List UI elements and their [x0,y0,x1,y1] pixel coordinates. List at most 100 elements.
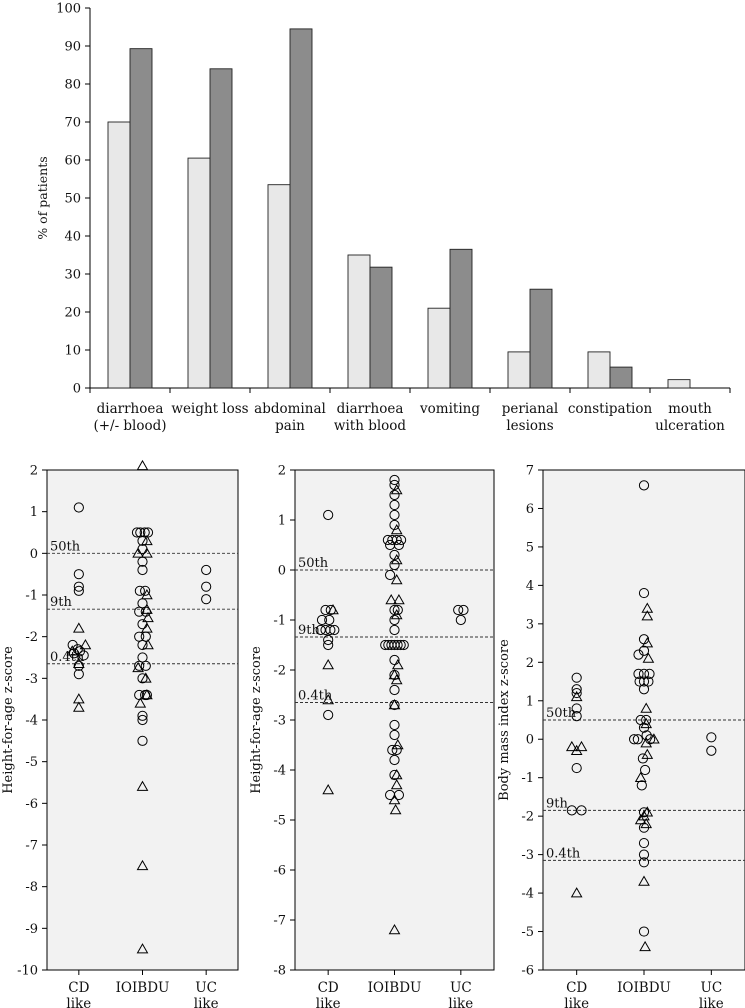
triangle-point [388,923,401,935]
y-tick-label: -8 [273,964,286,979]
bar-dark [449,248,473,389]
triangle-point [322,693,335,705]
circle-point [137,564,148,576]
y-tick-label: 30 [64,268,81,283]
triangle-point [322,658,335,670]
group-label: CD [68,980,89,996]
category-label: with blood [334,418,406,434]
y-tick-label: 3 [526,617,534,632]
circle-point [638,480,650,491]
circle-point [325,624,336,636]
bar-dark [609,366,633,389]
category-label: constipation [568,401,653,417]
circle-point [571,762,582,774]
circle-point [385,569,396,581]
triangle-point [634,813,647,825]
category-label: diarrhoea [337,401,404,417]
y-tick-label: 20 [64,306,81,321]
circle-point [137,714,148,726]
triangle-point [141,547,153,558]
category-label: diarrhoea [97,401,164,417]
circle-point [387,744,398,756]
percentile-label: 50th [546,706,577,721]
circle-point [316,614,328,626]
y-tick-label: -4 [273,764,286,779]
y-tick-label: 50 [64,192,81,207]
group-label: IOIBDU [368,980,422,996]
circle-point [140,660,151,671]
triangle-point [390,483,403,495]
percentile-label: 9th [546,796,568,811]
y-tick-label: 80 [64,78,81,93]
circle-point [638,837,650,849]
circle-point [571,687,582,699]
bar-light [107,121,131,389]
bar-dark [209,68,233,389]
y-tick-label: -10 [17,964,38,979]
circle-point [73,502,84,513]
circle-point [455,614,466,626]
circle-point [323,639,334,651]
circle-point [398,639,409,651]
circle-point [323,709,334,721]
circle-point [458,604,469,616]
group-label: like [316,996,341,1008]
bar-dark [529,288,553,389]
circle-point [641,714,652,726]
bar-light [427,307,451,389]
circle-point [73,581,84,592]
triangle-point [79,638,92,650]
y-tick-label: -9 [25,922,38,937]
y-tick-label: -1 [25,589,38,604]
triangle-point [141,588,153,600]
circle-point [73,569,84,580]
group-label: UC [195,980,217,996]
circle-point [395,639,406,651]
triangle-point [640,817,653,829]
y-tick-label: -4 [25,714,38,729]
triangle-point [141,622,153,633]
circle-point [140,585,151,596]
triangle-point [638,875,650,886]
y-tick-label: 40 [64,230,81,245]
group-label: CD [566,980,587,996]
circle-point [389,719,400,731]
circle-point [201,594,212,605]
y-tick-label: 2 [278,464,286,479]
triangle-point [132,661,144,673]
triangle-point [132,547,144,558]
y-tick-label: -3 [273,714,286,729]
y-axis-title: Height-for-age z-score [1,646,16,794]
circle-point [78,650,89,661]
circle-point [643,676,654,687]
circle-point [134,585,145,596]
triangle-point [648,733,660,744]
triangle-point [66,645,79,656]
y-tick-label: 0 [73,382,81,397]
triangle-point [134,697,147,708]
bar-light [507,351,531,389]
category-label: abdominal [254,401,326,417]
y-tick-label: 1 [30,505,38,520]
y-tick-label: -1 [273,614,286,629]
circle-point [389,614,400,626]
y-tick-label: 10 [64,344,81,359]
group-label: IOIBDU [617,980,671,996]
circle-point [638,849,650,860]
percentile-label: 50th [298,556,329,571]
category-label: (+/- blood) [93,418,166,434]
bar-dark [289,28,313,389]
circle-point [392,639,403,651]
y-tick-label: -2 [273,664,286,679]
y-tick-label: -1 [521,771,534,786]
y-tick-label: 70 [64,116,81,131]
y-tick-label: -4 [521,887,534,902]
percentile-label: 50th [50,539,81,554]
y-axis-title: Body mass index z-score [497,639,512,801]
circle-point [641,730,652,741]
circle-point [389,624,400,636]
triangle-point [640,702,653,713]
circle-point [134,660,145,671]
